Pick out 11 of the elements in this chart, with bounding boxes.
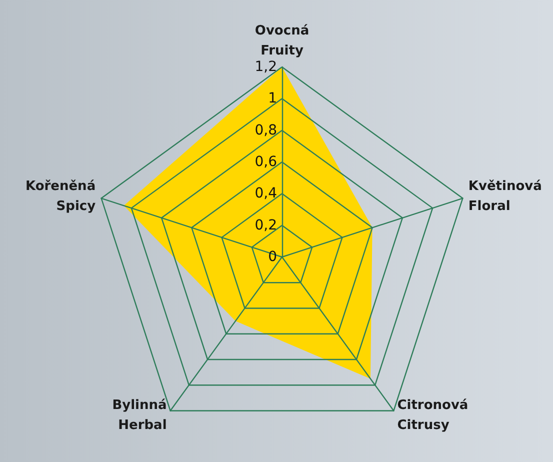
y-tick-label: 1 [268,90,277,107]
spoke-label: Kořeněná Spicy [25,178,96,214]
y-tick-label: 0,8 [254,122,277,138]
spoke-label: Citronová Citrusy [397,398,468,434]
y-tick-label: 0,6 [254,154,278,170]
spoke-label: Květinová Floral [468,178,542,214]
spoke-label: Bylinná Herbal [112,398,167,434]
y-tick-label: 1,2 [254,59,277,75]
y-tick-label: 0,2 [254,217,277,234]
y-tick-label: 0,4 [254,186,278,202]
spoke-label: Ovocná Fruity [254,24,310,58]
